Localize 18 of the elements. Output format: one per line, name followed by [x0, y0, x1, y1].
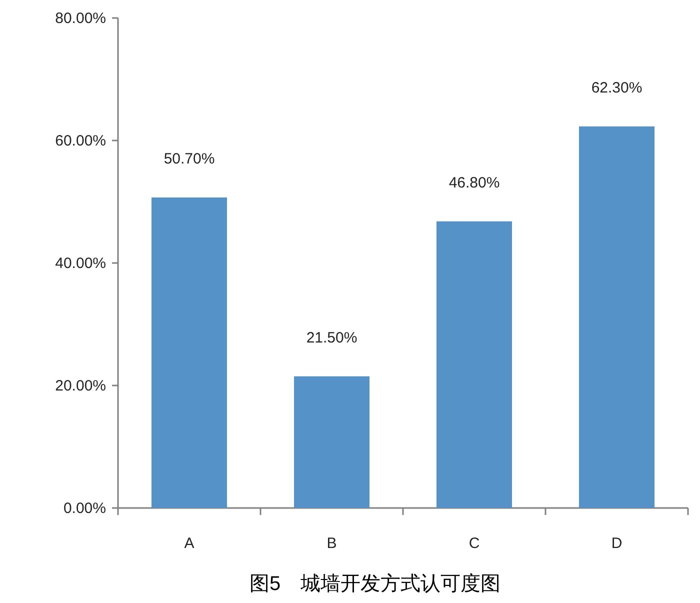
x-tick-label: B	[326, 535, 337, 552]
data-label: 21.50%	[306, 329, 358, 346]
bar	[294, 376, 370, 508]
y-tick-label: 80.00%	[55, 10, 106, 27]
data-label: 62.30%	[591, 79, 642, 96]
data-label: 50.70%	[164, 150, 215, 168]
y-tick-label: 60.00%	[55, 132, 106, 150]
y-tick-label: 0.00%	[63, 500, 106, 517]
y-tick-label: 20.00%	[55, 378, 106, 394]
x-tick-label: C	[468, 535, 480, 552]
y-tick-label: 40.00%	[55, 255, 106, 272]
text: 图5 城墙开发方式认可度图	[249, 572, 501, 595]
bar	[151, 197, 228, 508]
bar	[436, 221, 512, 508]
x-tick-label: A	[184, 535, 194, 552]
bar	[578, 126, 655, 508]
x-tick-label: D	[611, 535, 622, 552]
data-label: 46.80%	[448, 174, 500, 192]
